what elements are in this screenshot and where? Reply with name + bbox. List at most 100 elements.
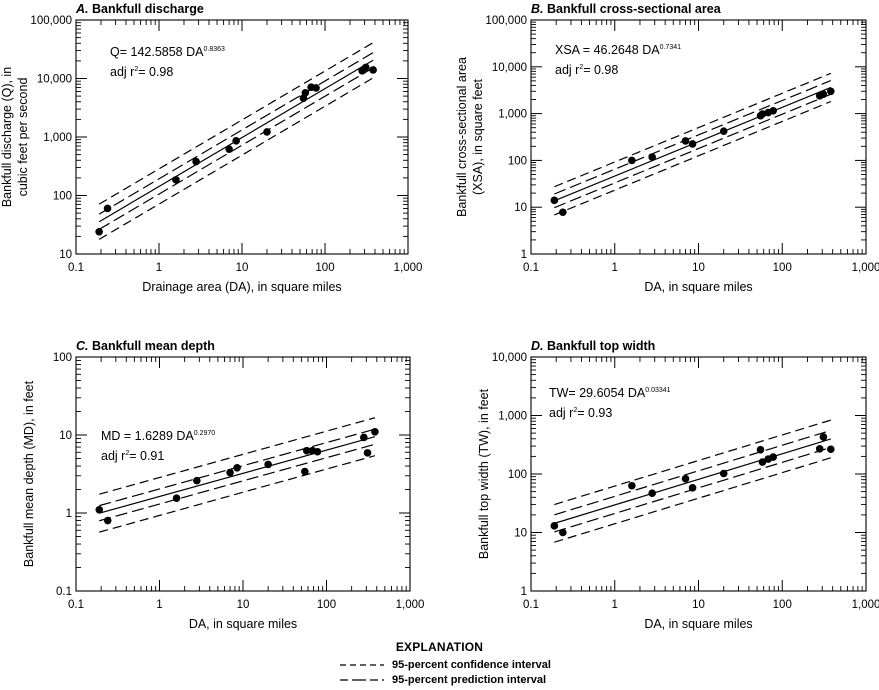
regression-equation: MD = 1.6289 DA0.2970 bbox=[101, 429, 215, 443]
chart-panel-b: B. Bankfull cross-sectional area 0.1 1 10 10… bbox=[0, 0, 879, 320]
data-point bbox=[232, 137, 240, 145]
data-point bbox=[360, 433, 368, 442]
prediction-upper-line bbox=[554, 72, 832, 188]
x-tick-label: 10 bbox=[236, 262, 249, 274]
data-point bbox=[648, 153, 656, 161]
data-point bbox=[264, 460, 272, 469]
x-tick-label: 100 bbox=[773, 599, 792, 611]
y-tick-label: 1,000 bbox=[498, 411, 527, 423]
long-dash-line-icon bbox=[340, 679, 384, 681]
y-tick-label: 0.1 bbox=[56, 586, 72, 598]
data-point bbox=[719, 127, 728, 136]
r-squared: adj r2= 0.93 bbox=[549, 406, 612, 420]
y-tick-label: 10 bbox=[514, 202, 527, 214]
y-axis-label: Bankfull cross-sectional area bbox=[455, 57, 469, 217]
prediction-upper-line bbox=[554, 419, 831, 506]
data-point bbox=[369, 66, 377, 74]
x-tick-label: 1 bbox=[156, 599, 162, 611]
data-point bbox=[827, 445, 835, 454]
x-tick-label: 1 bbox=[612, 262, 618, 274]
data-point bbox=[628, 156, 636, 165]
y-tick-label: 100,000 bbox=[485, 15, 527, 27]
y-tick-label: 100 bbox=[53, 191, 72, 203]
x-tick-label: 10 bbox=[692, 599, 705, 611]
x-tick-label: 100 bbox=[773, 262, 792, 274]
chart-panel-a: A. Bankfull discharge 0.1 1 10 100 1,000 10 100… bbox=[0, 0, 440, 320]
data-point bbox=[769, 106, 778, 115]
regression-equation: Q= 142.5858 DA0.8363 bbox=[110, 45, 225, 59]
data-point bbox=[361, 63, 370, 72]
regression-equation: TW= 29.6054 DA0.03341 bbox=[549, 386, 671, 400]
data-point bbox=[681, 474, 690, 483]
data-point bbox=[628, 481, 636, 490]
chart-title: D. Bankfull top width bbox=[531, 339, 655, 353]
short-dash-line-icon bbox=[340, 664, 384, 666]
x-tick-label: 100 bbox=[315, 262, 334, 274]
data-point bbox=[172, 494, 181, 502]
y-tick-label: 1,000 bbox=[43, 132, 72, 144]
data-point bbox=[172, 176, 180, 184]
y-tick-label: 10 bbox=[59, 430, 72, 442]
y-tick-label: 10,000 bbox=[492, 62, 527, 74]
data-point bbox=[550, 522, 559, 530]
x-axis-label: DA, in square miles bbox=[644, 617, 752, 631]
y-tick-label: 100 bbox=[508, 469, 527, 481]
data-point bbox=[648, 489, 656, 497]
prediction-upper-line bbox=[98, 42, 374, 205]
y-axis-label: cubic feet per second bbox=[16, 78, 30, 197]
prediction-upper-line bbox=[99, 417, 376, 495]
prediction-lower-line bbox=[99, 455, 376, 533]
confidence-upper-line bbox=[554, 429, 831, 516]
chart-a-svg: A. Bankfull discharge 0.1 1 10 100 1,000 10 100… bbox=[0, 2, 422, 294]
data-point bbox=[371, 427, 379, 436]
data-point bbox=[226, 468, 234, 477]
x-tick-label: 0.1 bbox=[523, 599, 539, 611]
y-tick-label: 10,000 bbox=[37, 74, 72, 86]
data-point bbox=[681, 137, 690, 145]
data-point bbox=[233, 463, 241, 472]
confidence-lower-line bbox=[98, 67, 374, 230]
chart-title: A. Bankfull discharge bbox=[75, 2, 204, 16]
data-point bbox=[769, 453, 778, 461]
legend-item-prediction: 95-percent prediction interval bbox=[340, 674, 546, 686]
x-tick-label: 1 bbox=[156, 262, 162, 274]
y-tick-label: 100 bbox=[53, 352, 72, 364]
y-tick-label: 10 bbox=[514, 528, 527, 540]
data-point bbox=[95, 505, 104, 514]
x-tick-label: 1,000 bbox=[852, 262, 879, 274]
regression-line bbox=[554, 438, 831, 524]
confidence-upper-line bbox=[554, 80, 832, 195]
confidence-lower-line bbox=[554, 93, 832, 209]
data-point bbox=[302, 446, 311, 455]
data-point bbox=[363, 449, 372, 457]
regression-line bbox=[99, 436, 376, 514]
x-tick-label: 1 bbox=[612, 599, 618, 611]
y-axis-label: Bankfull mean depth (MD), in feet bbox=[22, 380, 36, 567]
chart-panel-c: C. Bankfull mean depth 0.1 1 10 100 1,000 0.1 1… bbox=[0, 0, 440, 640]
confidence-upper-line bbox=[98, 52, 374, 215]
y-tick-label: 10,000 bbox=[492, 352, 527, 364]
data-point bbox=[103, 204, 112, 213]
data-point bbox=[559, 528, 567, 537]
x-tick-label: 10 bbox=[692, 262, 705, 274]
regression-equation: XSA = 46.2648 DA0.7341 bbox=[555, 43, 681, 57]
data-point bbox=[301, 467, 309, 476]
legend-label-prediction: 95-percent prediction interval bbox=[392, 674, 547, 686]
x-tick-label: 1,000 bbox=[396, 599, 425, 611]
chart-c-svg: C. Bankfull mean depth 0.1 1 10 100 1,000 0.1 1… bbox=[22, 339, 425, 631]
data-point bbox=[819, 90, 828, 98]
data-point bbox=[263, 128, 271, 136]
x-axis-label: DA, in square miles bbox=[189, 617, 297, 631]
y-axis-label: Bankfull discharge (Q), in bbox=[0, 67, 14, 207]
data-point bbox=[819, 433, 828, 441]
data-point bbox=[312, 84, 320, 92]
x-axis-label: Drainage area (DA), in square miles bbox=[142, 280, 341, 294]
x-tick-label: 0.1 bbox=[523, 262, 539, 274]
r-squared: adj r2= 0.98 bbox=[110, 65, 173, 79]
y-axis-label: Bankfull top width (TW), in feet bbox=[477, 388, 491, 559]
data-point bbox=[756, 445, 765, 454]
y-tick-label: 1 bbox=[66, 508, 72, 520]
prediction-lower-line bbox=[98, 77, 374, 240]
